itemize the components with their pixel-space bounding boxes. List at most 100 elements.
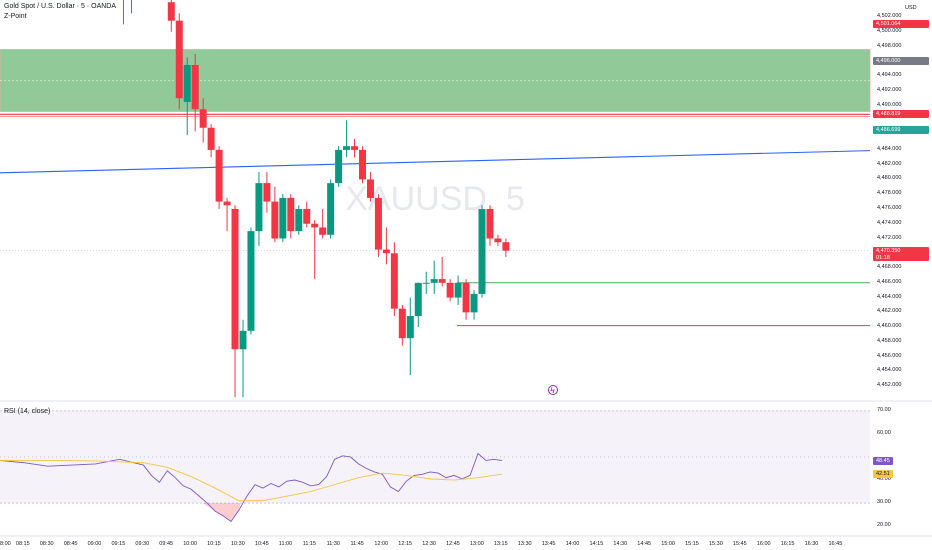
time-tick: 10:15: [207, 541, 221, 547]
time-tick: 13:00: [470, 541, 484, 547]
price-tick: 4,476.000: [877, 204, 902, 211]
candle-body: [295, 208, 303, 232]
price-tick: 4,468.000: [877, 264, 902, 271]
price-badge: 4,488.819: [873, 110, 929, 119]
time-tick: 15:45: [732, 541, 747, 547]
price-tick: 4,474.000: [877, 219, 902, 226]
rsi-tick: 70.00: [877, 406, 891, 413]
candle-body: [287, 197, 295, 232]
candle-body: [414, 282, 422, 317]
time-tick: 10:45: [254, 541, 269, 547]
price-badge-value: 4,486.699: [876, 126, 901, 133]
candle-body: [231, 208, 239, 350]
time-tick: 10:00: [183, 541, 197, 547]
price-tick: 4,456.000: [877, 352, 902, 359]
indicator-label: Z-Point: [4, 13, 27, 20]
candle-body: [446, 282, 454, 298]
time-tick: 09:30: [135, 541, 150, 547]
time-tick: 10:30: [231, 541, 245, 547]
candle-body: [271, 201, 279, 239]
candle-body: [390, 253, 398, 309]
candle-body: [398, 308, 406, 339]
price-badge: 4,486.699: [873, 125, 929, 134]
rsi-value-badge: 48.45: [873, 456, 893, 465]
price-badge: 4,501.064: [873, 19, 929, 28]
price-tick: 4,478.000: [877, 190, 902, 197]
price-tick: 4,498.000: [877, 42, 902, 49]
candle-body: [215, 149, 223, 202]
candle-body: [486, 208, 494, 239]
price-tick: 4,460.000: [877, 323, 902, 330]
candle-body: [430, 279, 438, 283]
rsi-oversold-fill: [202, 503, 241, 522]
replay-icon: [548, 385, 558, 395]
countdown-label: 01:18: [876, 254, 890, 261]
candle-body: [183, 64, 191, 102]
price-tick: 4,492.000: [877, 86, 902, 93]
candles: [123, 0, 510, 398]
time-tick: 14:15: [589, 541, 604, 547]
currency-label: USD: [905, 5, 917, 11]
time-tick: 15:30: [709, 541, 723, 547]
price-badge: 4,470.350 01:18: [873, 246, 929, 261]
price-tick: 4,454.000: [877, 367, 902, 374]
price-badge: 4,496.000: [873, 57, 929, 66]
price-tick: 4,466.000: [877, 278, 902, 285]
candle-body: [207, 127, 215, 150]
time-tick: 11:15: [302, 541, 317, 547]
time-tick: 09:00: [87, 541, 102, 547]
candle-body: [382, 249, 390, 254]
blue-trendline: [0, 150, 871, 174]
candle-body: [351, 146, 359, 150]
candle-body: [255, 183, 263, 232]
candle-body: [199, 109, 207, 128]
candle-body: [502, 242, 510, 251]
candle-body: [454, 282, 462, 298]
price-tick: 4,462.000: [877, 308, 902, 315]
candle-body: [494, 238, 502, 243]
price-badge-value: 4,488.819: [876, 111, 901, 118]
time-tick: 8:00: [0, 541, 11, 547]
candle-body: [470, 293, 478, 313]
time-tick: 08:45: [63, 541, 78, 547]
time-tick: 16:45: [828, 541, 843, 547]
time-tick: 09:45: [159, 541, 174, 547]
time-tick: 08:15: [15, 541, 30, 547]
price-tick: 4,480.000: [877, 175, 902, 182]
rsi-ma-line: [0, 459, 502, 502]
time-tick: 12:00: [374, 541, 389, 547]
candle-body: [303, 208, 311, 224]
axis-column: [870, 0, 932, 550]
rsi-tick: 30.00: [877, 499, 891, 506]
candle-body: [359, 149, 366, 180]
candle-body: [175, 20, 183, 99]
candle-body: [279, 197, 287, 239]
price-badge-value: 4,496.000: [876, 58, 901, 65]
candle-body: [478, 208, 486, 294]
rsi-ma-badge: 42.51: [873, 470, 893, 479]
time-tick: 14:45: [637, 541, 652, 547]
time-tick: 15:00: [661, 541, 675, 547]
price-tick: 4,482.000: [877, 160, 902, 167]
time-tick: 12:15: [398, 541, 413, 547]
price-tick: 4,464.000: [877, 293, 902, 300]
replay-icon-glyph: [550, 386, 555, 394]
candle-body: [167, 2, 175, 21]
price-tick: 4,484.000: [877, 145, 902, 152]
candle-body: [366, 179, 374, 198]
time-tick: 16:00: [756, 541, 771, 547]
time-tick: 13:45: [541, 541, 556, 547]
time-tick: 11:30: [326, 541, 340, 547]
price-tick: 4,500.000: [877, 27, 902, 34]
time-tick: 14:30: [613, 541, 628, 547]
candle-body: [191, 64, 199, 110]
candle-body: [327, 183, 335, 235]
price-tick: 4,494.000: [877, 72, 902, 79]
symbol-title: Gold Spot / U.S. Dollar · 5 · OANDA: [4, 3, 117, 10]
candle-body: [223, 201, 231, 206]
price-tick: 4,502.000: [877, 12, 902, 19]
candle-body: [343, 146, 351, 150]
candle-body: [462, 282, 470, 313]
